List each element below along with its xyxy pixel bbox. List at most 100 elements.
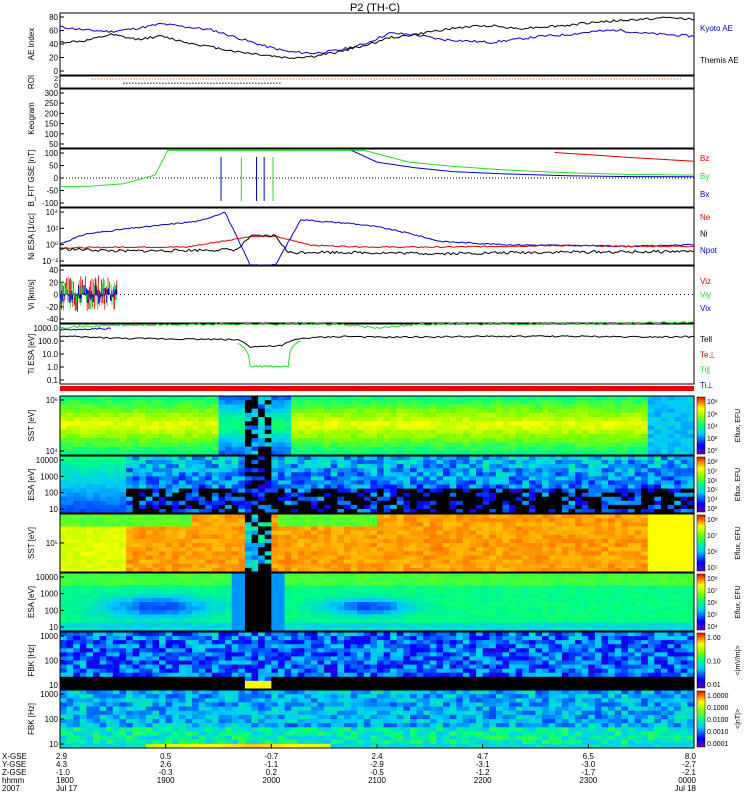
spec3-cell	[555, 551, 562, 556]
spec2-cell	[423, 476, 430, 481]
spec3-cell	[370, 522, 377, 527]
spec2-cell	[324, 480, 331, 485]
spec3-cell	[509, 564, 516, 569]
spec3-cell	[463, 522, 470, 527]
spec4-cell	[311, 581, 318, 586]
spec3-cell	[542, 539, 549, 544]
spec3-cell	[86, 560, 93, 565]
spec3-cell	[390, 514, 397, 519]
spec4-cell	[304, 594, 311, 599]
spec4-cell	[212, 585, 219, 590]
spec1-cell	[542, 434, 549, 439]
spec1-cell	[602, 404, 609, 409]
spec1-cell	[166, 442, 173, 447]
spec1-cell	[549, 434, 556, 439]
spec1-cell	[304, 409, 311, 414]
spec3-cell	[205, 526, 212, 531]
spec4-cell	[152, 614, 159, 619]
spec3-cell	[106, 535, 113, 540]
spec1-cell	[489, 396, 496, 401]
spec1-cell	[205, 404, 212, 409]
spec4-cell	[410, 585, 417, 590]
spec1-cell	[304, 438, 311, 443]
spec3-cell	[159, 522, 166, 527]
spec3-cell	[436, 518, 443, 523]
spec2-cell	[423, 456, 430, 461]
spec2-cell	[668, 501, 675, 506]
spec2-cell	[509, 480, 516, 485]
temperature-panel-ytick-label: 1.0	[47, 363, 59, 372]
spec4-cell	[410, 590, 417, 595]
spec1-cell	[73, 417, 80, 422]
spec3-cell	[668, 547, 675, 552]
spec2-cell	[674, 501, 681, 506]
spec3-cell	[93, 539, 100, 544]
spec2-cell	[436, 468, 443, 473]
spec1-cell	[509, 426, 516, 431]
spec2-cell	[324, 456, 331, 461]
spec1-cell	[621, 442, 628, 447]
spec3-cell	[436, 539, 443, 544]
spec1-cell	[509, 442, 516, 447]
spec4-cell	[93, 610, 100, 615]
spec3-cell	[582, 547, 589, 552]
spec3-cell	[648, 555, 655, 560]
spec4-cell	[133, 614, 140, 619]
spec3-cell	[311, 535, 318, 540]
spec4-cell	[133, 590, 140, 595]
spec2-cell	[489, 476, 496, 481]
spec4-cell	[357, 619, 364, 624]
spec3-cell	[615, 531, 622, 536]
spec1-cell	[423, 426, 430, 431]
spec4-cell	[152, 619, 159, 624]
spec4-cell	[126, 585, 133, 590]
spec3-cell	[252, 522, 259, 527]
spec4-cell	[337, 581, 344, 586]
spec3-cell	[681, 522, 688, 527]
spec2-cell	[159, 505, 166, 510]
spec1-cell	[654, 447, 661, 452]
spec3-cell	[621, 543, 628, 548]
spec2-cell	[390, 505, 397, 510]
spec3-cell	[67, 560, 74, 565]
spec1-cell	[555, 404, 562, 409]
spec2-cell	[476, 493, 483, 498]
spec3-cell	[536, 539, 543, 544]
spec2-cell	[555, 501, 562, 506]
spec2-cell	[351, 480, 358, 485]
spec3-cell	[463, 535, 470, 540]
spec1-cell	[681, 447, 688, 452]
spec3-cell	[403, 564, 410, 569]
spec4-cell	[265, 602, 272, 607]
spec2-cell	[252, 472, 259, 477]
spec2-cell	[476, 497, 483, 502]
spec2-cell	[119, 505, 126, 510]
spec1-cell	[608, 396, 615, 401]
spec1-cell	[192, 400, 199, 405]
spec3-cell	[185, 543, 192, 548]
spec3-cell	[483, 514, 490, 519]
spec1-cell	[172, 413, 179, 418]
spec4-cell	[258, 590, 265, 595]
spec1-cell	[608, 404, 615, 409]
spec2-cell	[185, 501, 192, 506]
spec3-cell	[390, 518, 397, 523]
spec1-cell	[192, 396, 199, 401]
spec2-cell	[450, 501, 457, 506]
spec3-cell	[370, 518, 377, 523]
spec2-cell	[502, 485, 509, 490]
spec1-cell	[417, 430, 424, 435]
spec1-cell	[529, 430, 536, 435]
spec2-cell	[159, 497, 166, 502]
spec1-cell	[384, 430, 391, 435]
spec2-cell	[536, 485, 543, 490]
spec4-cell	[331, 594, 338, 599]
spec1-cell	[93, 426, 100, 431]
spec1-cell	[522, 447, 529, 452]
spec2-cell	[324, 468, 331, 473]
spec3-cell	[159, 526, 166, 531]
spec2-cell	[582, 476, 589, 481]
spec4-cell	[119, 614, 126, 619]
spec2-cell	[271, 460, 278, 465]
spec2-cell	[265, 464, 272, 469]
